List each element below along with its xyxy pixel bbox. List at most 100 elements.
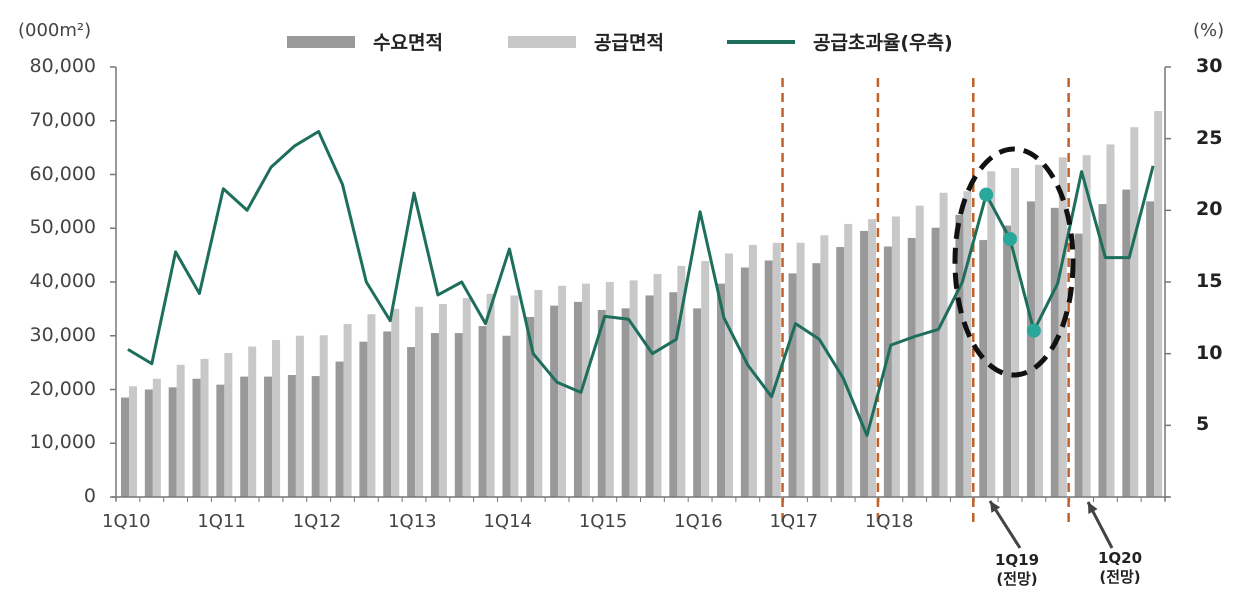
bar-supply (534, 290, 543, 497)
bar-demand (335, 361, 344, 497)
right-axis-tick-label: 10 (1196, 341, 1223, 364)
bar-supply (415, 306, 424, 497)
bar-demand (907, 237, 916, 498)
bar-demand (168, 387, 177, 497)
bar-supply (939, 192, 948, 497)
bar-demand (573, 301, 582, 497)
bar-demand (1146, 201, 1155, 497)
bar-demand (526, 316, 535, 497)
legend-oversupply: 공급초과율(우측) (727, 28, 953, 55)
x-axis-tick-label: 1Q18 (864, 511, 914, 532)
highlight-ellipse (952, 146, 1076, 378)
bar-demand (121, 397, 129, 497)
bar-supply (200, 358, 209, 497)
highlight-point (1003, 232, 1018, 246)
bar-demand (430, 333, 439, 497)
note-1q20: 1Q20 (전망) (1090, 549, 1150, 587)
right-axis-unit: (%) (1193, 20, 1225, 41)
bar-demand (1098, 204, 1107, 497)
bar-demand (883, 246, 892, 497)
annotation-arrows (988, 500, 1114, 549)
bar-demand (478, 326, 487, 497)
x-axis-tick-label: 1Q17 (769, 511, 819, 532)
bar-demand (1026, 201, 1035, 497)
bar-demand (1122, 189, 1131, 498)
bar-supply (772, 242, 781, 497)
note-1q19-period: 1Q19 (994, 551, 1040, 569)
legend-oversupply-label: 공급초과율(우측) (813, 32, 953, 54)
bar-supply (820, 235, 829, 498)
bar-supply (152, 378, 161, 497)
bar-demand (717, 283, 726, 497)
legend-demand-swatch (287, 35, 355, 48)
bar-supply (558, 285, 567, 497)
bar-demand (597, 309, 606, 497)
x-axis-tick-label: 1Q11 (197, 511, 246, 532)
x-axis-tick-label: 1Q13 (388, 511, 437, 532)
left-axis-tick-label: 70,000 (29, 108, 96, 131)
bar-supply (605, 282, 614, 497)
bar-demand (1050, 207, 1059, 497)
bar-series (121, 111, 1163, 498)
bar-demand (264, 376, 273, 497)
left-axis-unit: (000m²) (18, 20, 92, 41)
bar-demand (502, 335, 511, 497)
bar-supply (510, 295, 519, 497)
bar-supply (1011, 168, 1020, 498)
legend-supply-label: 공급면적 (594, 32, 664, 54)
left-axis-tick-label: 30,000 (29, 323, 96, 346)
bar-supply (176, 364, 185, 497)
bar-demand (550, 305, 559, 497)
bar-demand (287, 374, 296, 497)
right-axis-tick-label: 15 (1196, 270, 1223, 292)
bar-supply (796, 242, 805, 497)
left-axis-tick-label: 80,000 (29, 55, 96, 77)
bar-supply (343, 323, 352, 497)
bar-supply (1058, 157, 1067, 498)
bar-supply (319, 335, 328, 497)
bar-supply (129, 386, 137, 497)
left-axis-tick-label: 0 (83, 485, 96, 507)
left-axis-tick-label: 40,000 (29, 270, 96, 292)
bar-supply (725, 253, 734, 497)
bar-demand (693, 308, 702, 497)
highlight-point (1026, 323, 1041, 338)
bar-supply (438, 304, 447, 497)
bar-demand (216, 384, 225, 497)
bar-demand (407, 347, 416, 497)
bar-supply (272, 340, 281, 497)
right-axis-tick-label: 5 (1196, 413, 1210, 436)
legend-demand-label: 수요면적 (373, 32, 443, 54)
bar-supply (1154, 111, 1163, 497)
note-1q20-period: 1Q20 (1097, 549, 1143, 567)
bar-supply (248, 346, 257, 497)
legend-supply: 공급면적 (508, 28, 664, 55)
axes (110, 66, 1171, 502)
note-1q19: 1Q19 (전망) (987, 551, 1047, 589)
bar-demand (979, 240, 988, 497)
note-1q20-forecast: (전망) (1099, 568, 1141, 586)
bar-supply (581, 283, 590, 497)
bar-supply (868, 219, 877, 498)
right-axis-tick-label: 30 (1196, 55, 1223, 77)
left-axis-tick-label: 60,000 (29, 162, 96, 185)
legend-demand: 수요면적 (287, 28, 443, 55)
bar-supply (844, 223, 853, 497)
bar-supply (224, 352, 233, 497)
bar-demand (645, 295, 654, 497)
bar-supply (1082, 155, 1091, 497)
bar-demand (955, 214, 964, 497)
bar-demand (1074, 233, 1083, 497)
bar-supply (295, 335, 304, 497)
x-axis-tick-label: 1Q15 (578, 511, 628, 532)
highlight-point (979, 187, 994, 202)
left-axis-tick-label: 50,000 (29, 216, 96, 239)
bar-demand (860, 230, 869, 497)
left-axis-tick-label: 20,000 (29, 377, 96, 400)
right-axis-tick-label: 20 (1196, 198, 1223, 221)
bar-demand (788, 273, 797, 497)
bar-demand (359, 341, 368, 497)
bar-supply (391, 308, 400, 497)
note-1q19-forecast: (전망) (996, 570, 1038, 588)
